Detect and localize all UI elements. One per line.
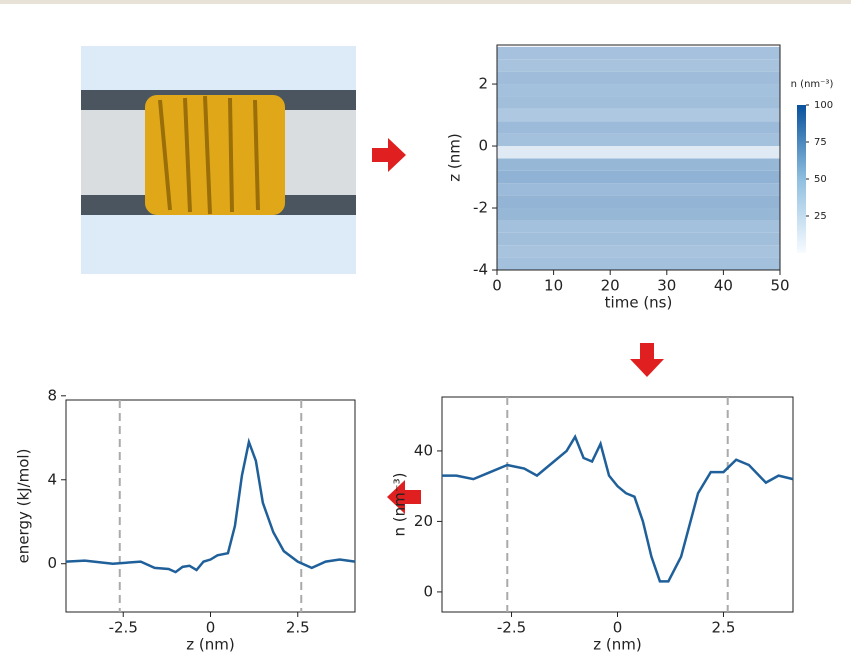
x-tick-label: 2.5	[286, 619, 310, 637]
colorbar-tick-label: 50	[814, 174, 827, 185]
x-axis-label: z (nm)	[186, 636, 234, 654]
y-tick-label: 0	[47, 554, 57, 572]
heat-row	[497, 146, 780, 159]
heat-row	[497, 257, 780, 270]
top-rule	[0, 0, 851, 4]
heat-row	[497, 208, 780, 221]
plot-frame	[496, 44, 781, 271]
x-axis-label: time (ns)	[605, 294, 673, 312]
colorbar-tick-label: 100	[814, 100, 833, 111]
x-tick-label: -2.5	[497, 619, 526, 637]
arrow	[630, 343, 664, 377]
y-tick-label: 40	[414, 441, 433, 459]
x-tick-label: 30	[657, 277, 676, 295]
curve	[65, 437, 356, 574]
colorbar-tick-label: 75	[814, 137, 827, 148]
y-tick-label: 20	[414, 512, 433, 530]
y-axis-label: n (nm⁻³)	[391, 472, 409, 536]
heat-row	[497, 121, 780, 134]
y-tick-label: 4	[47, 470, 57, 488]
membrane-render	[81, 46, 356, 274]
heat-row	[497, 96, 780, 109]
x-tick-label: 10	[544, 277, 563, 295]
colorbar-tick-label: 25	[814, 211, 827, 222]
heat-row	[497, 232, 780, 246]
plot-frame	[65, 399, 356, 613]
heat-row	[497, 158, 780, 171]
x-tick-label: 50	[770, 277, 789, 295]
y-tick-label: 8	[47, 386, 57, 404]
x-tick-label: 0	[492, 277, 502, 295]
plot-frame	[441, 396, 794, 613]
heat-row	[497, 195, 780, 209]
curve	[442, 434, 794, 583]
arrow	[387, 480, 421, 514]
heat-row	[497, 108, 780, 122]
y-tick-label: 0	[478, 137, 488, 155]
heat-row	[497, 220, 780, 233]
y-axis-label: z (nm)	[446, 133, 464, 181]
x-axis-label: z (nm)	[593, 636, 641, 654]
x-tick-label: -2.5	[109, 619, 138, 637]
x-tick-label: 40	[714, 277, 733, 295]
x-tick-label: 2.5	[712, 619, 736, 637]
y-tick-label: -4	[473, 261, 488, 279]
heat-row	[497, 84, 780, 97]
heat-row	[497, 59, 780, 72]
y-tick-label: 0	[423, 582, 433, 600]
heat-row	[497, 46, 780, 60]
y-tick-label: 2	[478, 75, 488, 93]
heat-row	[497, 71, 780, 85]
heat-row	[497, 170, 780, 184]
heat-row	[497, 245, 780, 258]
y-tick-label: -2	[473, 199, 488, 217]
x-tick-label: 0	[206, 619, 216, 637]
x-tick-label: 20	[601, 277, 620, 295]
heat-row	[497, 133, 780, 147]
colorbar	[797, 105, 806, 253]
heat-row	[497, 183, 780, 196]
colorbar-label: n (nm⁻³)	[791, 79, 834, 90]
x-tick-label: 0	[613, 619, 623, 637]
arrow	[372, 138, 406, 172]
y-axis-label: energy (kJ/mol)	[15, 449, 33, 564]
